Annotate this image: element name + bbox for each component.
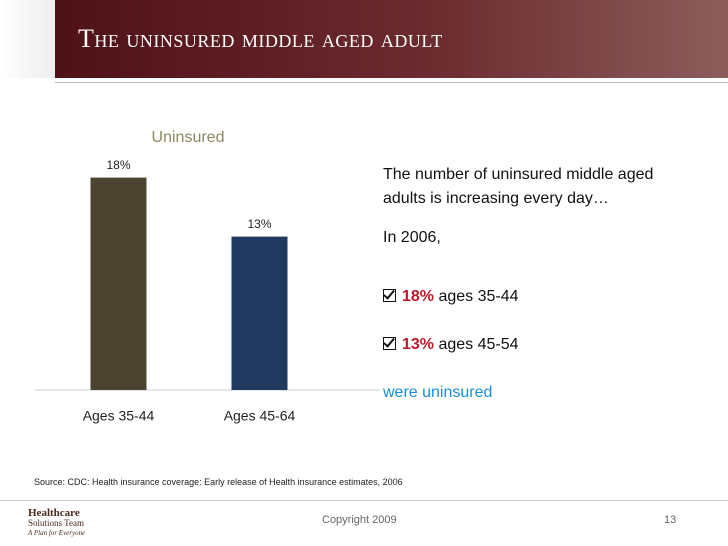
logo: Healthcare Solutions Team A Plan for Eve…: [28, 508, 88, 538]
intro-text: The number of uninsured middle aged adul…: [383, 166, 654, 207]
header-side: [0, 0, 55, 78]
x-tick-label: Ages 45-64: [224, 408, 296, 424]
value-label: 18%: [106, 158, 130, 172]
bullet-highlight: 18%: [402, 288, 435, 305]
bar: [90, 177, 147, 390]
source: Source: CDC: Health insurance coverage: …: [34, 477, 403, 487]
bullet-text: ages 35-44: [438, 288, 519, 305]
bullet-highlight: 13%: [402, 336, 435, 353]
outro-text: were uninsured: [383, 384, 493, 401]
logo-name: Healthcare: [28, 507, 80, 519]
page-number: 13: [664, 514, 677, 526]
bullet-text: ages 45-54: [438, 336, 519, 353]
year-text: In 2006,: [383, 229, 441, 246]
bullet: 13% ages 45-54: [383, 333, 519, 357]
header-rule: [55, 82, 728, 83]
footer-rule: [0, 500, 728, 501]
x-tick-label: Ages 35-44: [83, 408, 155, 424]
logo-sub: Solutions Team: [28, 518, 84, 528]
value-label: 13%: [247, 217, 271, 231]
header-band: [55, 0, 728, 78]
logo-tag: A Plan for Everyone: [28, 529, 86, 537]
copyright: Copyright 2009: [322, 514, 397, 526]
bar: [231, 236, 288, 390]
bullet: 18% ages 35-44: [383, 285, 519, 309]
chart-title: Uninsured: [152, 129, 225, 146]
slide-title: The uninsured middle aged adult: [78, 24, 443, 53]
